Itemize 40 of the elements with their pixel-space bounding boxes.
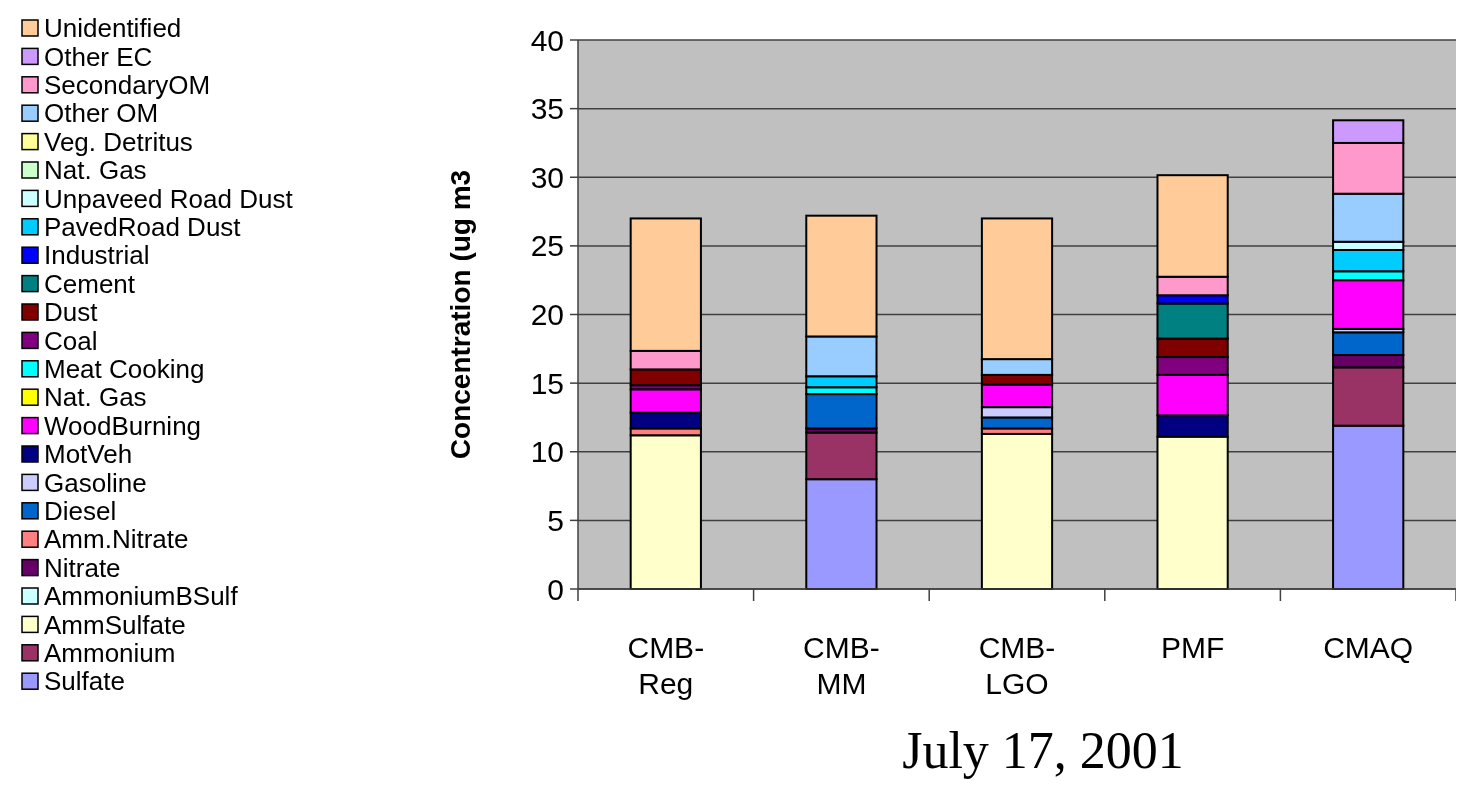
y-tick-label: 0 [547,572,564,606]
x-tick-label: PMF [1160,631,1225,664]
legend-label: Veg. Detritus [44,126,193,157]
legend-label: Cement [44,268,136,299]
bar [980,432,1054,590]
y-tick-label: 20 [530,298,564,331]
y-tick-label: 15 [530,366,564,400]
legend-label: AmmSulfate [44,609,186,640]
y-tick-label: 30 [530,160,564,194]
legend-label: Coal [44,325,98,356]
legend-label: Industrial [44,240,150,271]
legend-label: AmmoniumBSulf [44,581,239,612]
legend-label: Amm.Nitrate [44,524,189,555]
legend-label: Ammonium [44,637,176,668]
legend-label: Gasoline [44,467,147,498]
legend-label: Meat Cooking [44,353,205,384]
legend-label: Unpaveed Road Dust [44,183,294,214]
legend-label: Nitrate [44,552,121,583]
y-tick-label: 10 [530,435,564,469]
legend-label: SecondaryOM [44,69,211,100]
legend-label: Other OM [44,98,159,129]
legend-label: Nat. Gas [44,382,147,413]
text: July 17, 2001 [902,722,1184,779]
legend-label: MotVeh [44,439,133,470]
y-tick-label: 35 [530,92,564,126]
y-tick-label: 25 [530,229,564,263]
legend-label: Other EC [44,41,153,72]
y-tick-label: 40 [530,23,564,57]
legend-label: WoodBurning [44,410,202,441]
legend-label: Diesel [44,495,117,526]
y-tick-label: 5 [547,503,564,537]
x-tick-label: CMB-LGO [978,631,1056,700]
x-tick-label: CMB-Reg [627,631,705,700]
legend-label: Unidentified [44,13,182,44]
y-axis-title: Concentration (ug m3 [445,169,476,460]
legend-label: Nat. Gas [44,155,147,186]
legend-label: Sulfate [44,666,125,697]
x-tick-label: CMB-MM [803,631,880,700]
legend-label: Dust [44,297,99,328]
x-tick-label: CMAQ [1323,631,1414,664]
